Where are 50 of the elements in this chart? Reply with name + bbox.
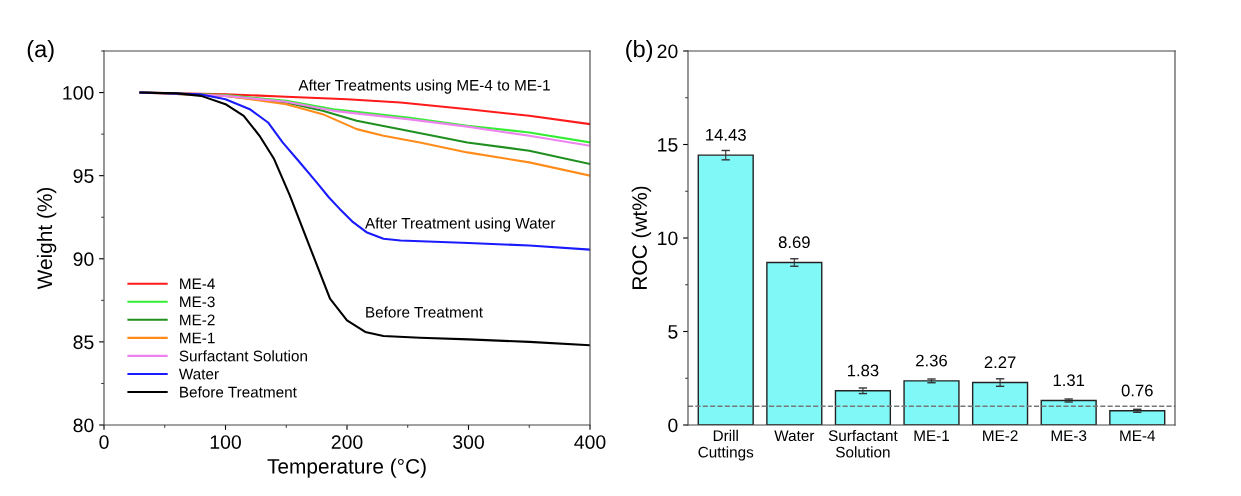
y-tick-label: 100 <box>63 86 94 100</box>
y-tick-label: 20 <box>657 44 678 59</box>
y-axis-title: Weight (%) <box>36 187 57 290</box>
y-tick-label: 10 <box>658 231 678 246</box>
annotation: After Treatment using Water <box>365 217 556 232</box>
x-tick-label: 400 <box>574 435 606 449</box>
text: (b) <box>626 40 653 62</box>
data-label: 2.36 <box>916 354 947 367</box>
x-tick-label: Drill Cuttings <box>698 429 754 461</box>
legend-label: Surfactant Solution <box>179 350 307 362</box>
x-tick-label: 300 <box>453 435 484 449</box>
annotation: After Treatments using ME-4 to ME-1 <box>298 79 550 94</box>
x-tick-label: 200 <box>331 435 363 449</box>
x-tick-label: Surfactant Solution <box>828 429 898 458</box>
data-label: 14.43 <box>706 128 746 141</box>
text: (a) <box>27 40 54 62</box>
bar <box>903 380 960 425</box>
x-tick-label: Water <box>774 430 815 442</box>
y-tick-label: 90 <box>73 252 94 267</box>
data-label: 2.27 <box>984 356 1016 368</box>
x-tick-label: ME-2 <box>983 430 1018 441</box>
data-label: 0.76 <box>1121 384 1153 397</box>
legend-label: ME-2 <box>180 314 215 326</box>
legend-label: ME-1 <box>180 332 215 344</box>
y-tick-label: 80 <box>73 418 94 433</box>
bar <box>697 154 754 425</box>
x-tick-label: ME-1 <box>914 430 950 441</box>
data-label: 8.69 <box>778 236 810 249</box>
y-axis-title: ROC (wt%) <box>631 186 652 289</box>
y-tick-label: 5 <box>668 325 678 339</box>
x-tick-label: ME-4 <box>1120 430 1156 441</box>
annotation: Before Treatment <box>366 306 483 318</box>
data-label: 1.31 <box>1053 374 1085 387</box>
legend-label: Before Treatment <box>180 386 297 398</box>
legend-label: Water <box>178 368 219 380</box>
bar <box>1040 399 1097 425</box>
bar <box>766 261 823 425</box>
x-tick-label: ME-3 <box>1051 430 1087 442</box>
x-tick-label: 100 <box>210 435 241 449</box>
y-tick-label: 15 <box>658 138 678 152</box>
bar <box>834 390 892 425</box>
legend-label: ME-3 <box>180 296 215 308</box>
bar <box>971 381 1029 425</box>
x-tick-label: 0 <box>99 435 109 449</box>
data-label: 1.83 <box>847 364 879 377</box>
x-axis-title: Temperature (°C) <box>267 458 426 478</box>
y-tick-label: 85 <box>73 335 94 350</box>
legend-label: ME-4 <box>180 278 215 290</box>
bar <box>1109 410 1166 425</box>
y-tick-label: 95 <box>73 169 94 183</box>
